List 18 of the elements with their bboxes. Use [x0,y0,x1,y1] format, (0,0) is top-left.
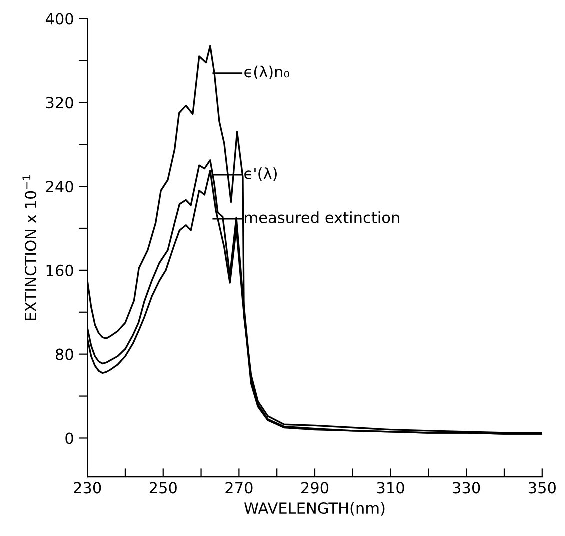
y-tick-label: 0 [66,432,74,444]
y-axis-title: EXTINCTION x 10$^{−1}$ [22,175,37,320]
x-tick-label: 230 [74,482,102,494]
legend-label: ϵ'(λ) [244,168,277,182]
x-axis-title: WAVELENGTH(nm) [244,502,385,516]
x-tick-label: 270 [226,482,253,494]
y-tick-label: 240 [46,181,74,193]
x-tick-label: 310 [377,482,404,494]
legend-label: ϵ(λ)n₀ [244,66,290,80]
x-tick-label: 290 [302,482,329,494]
y-tick-label: 400 [46,13,74,25]
legend-label: measured extinction [245,212,400,224]
y-tick-label: 320 [46,97,74,109]
x-tick-label: 330 [453,482,480,494]
y-tick-label: 160 [46,264,74,276]
x-tick-label: 250 [150,482,177,494]
x-tick-label: 350 [528,482,556,494]
y-tick-label: 80 [56,348,74,360]
